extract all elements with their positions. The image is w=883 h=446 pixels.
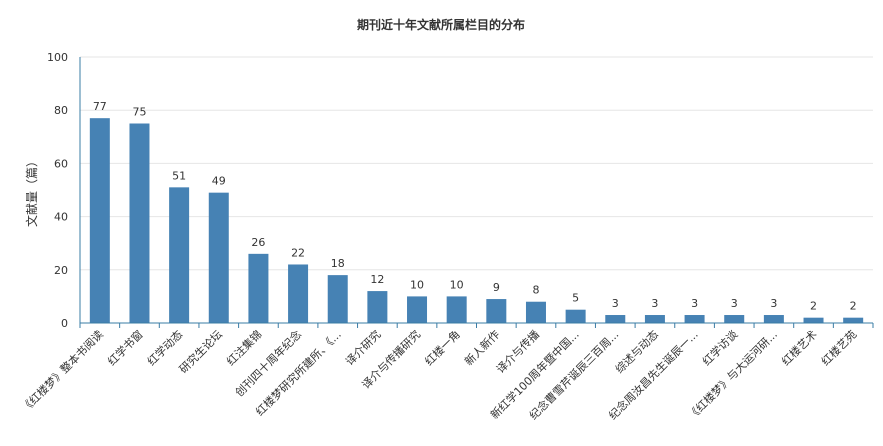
bar[interactable]: [525, 301, 546, 323]
x-tick-label: 译介研究: [342, 327, 383, 368]
data-label: 77: [93, 100, 107, 113]
bar[interactable]: [367, 291, 388, 323]
data-label: 3: [731, 297, 738, 310]
x-tick-label: 研究生论坛: [176, 327, 225, 376]
bar[interactable]: [724, 315, 745, 323]
bar[interactable]: [89, 118, 110, 324]
y-tick-label: 0: [61, 317, 68, 330]
y-axis-label: 文献量（篇）: [24, 155, 39, 227]
data-label: 2: [850, 300, 857, 313]
bar[interactable]: [446, 296, 467, 323]
data-label: 3: [612, 297, 619, 310]
data-label: 3: [651, 297, 658, 310]
bar[interactable]: [248, 253, 269, 323]
x-tick-label: 《红楼梦》整本书阅读: [18, 327, 106, 415]
bar[interactable]: [803, 317, 824, 323]
bar[interactable]: [605, 315, 626, 323]
bar[interactable]: [763, 315, 784, 323]
bar[interactable]: [407, 296, 428, 323]
data-label: 3: [691, 297, 698, 310]
x-tick-label: 红楼艺术: [779, 327, 820, 368]
x-tick-label: 红注集锦: [224, 327, 265, 368]
x-tick-label: 红学动态: [144, 327, 185, 368]
axes: [79, 57, 874, 328]
bar[interactable]: [327, 275, 348, 323]
chart-title: 期刊近十年文献所属栏目的分布: [357, 17, 525, 32]
data-label: 9: [493, 281, 500, 294]
data-label: 3: [770, 297, 777, 310]
y-tick-label: 40: [54, 211, 68, 224]
data-label: 10: [410, 278, 424, 291]
data-label: 51: [172, 169, 186, 182]
data-label: 49: [212, 175, 226, 188]
bar[interactable]: [644, 315, 665, 323]
x-tick-label: 红学书窗: [105, 327, 146, 368]
data-label: 5: [572, 292, 579, 305]
data-label: 12: [370, 273, 384, 286]
y-tick-label: 60: [54, 157, 68, 170]
bar[interactable]: [288, 264, 309, 323]
bar[interactable]: [565, 309, 586, 323]
x-tick-label: 创刊四十周年纪念: [232, 327, 304, 399]
bar[interactable]: [843, 317, 864, 323]
bar[interactable]: [684, 315, 705, 323]
data-label: 2: [810, 300, 817, 313]
x-tick-label: 红楼艺苑: [818, 327, 859, 368]
x-tick-label: 红楼一角: [422, 327, 463, 368]
bar[interactable]: [129, 123, 150, 324]
data-label: 10: [450, 278, 464, 291]
x-tick-label: 红学访谈: [699, 327, 740, 368]
x-tick-label: 新人新作: [461, 327, 502, 368]
bar[interactable]: [486, 299, 507, 323]
data-label: 8: [532, 284, 539, 297]
y-tick-label: 100: [47, 51, 68, 64]
data-label: 22: [291, 246, 305, 259]
bar[interactable]: [169, 187, 190, 323]
bar[interactable]: [208, 192, 229, 323]
y-tick-label: 80: [54, 104, 68, 117]
data-label: 18: [331, 257, 345, 270]
data-label: 26: [251, 236, 265, 249]
data-label: 75: [132, 106, 146, 119]
y-tick-label: 20: [54, 264, 68, 277]
bars: [89, 118, 864, 324]
gridlines: [80, 56, 873, 271]
